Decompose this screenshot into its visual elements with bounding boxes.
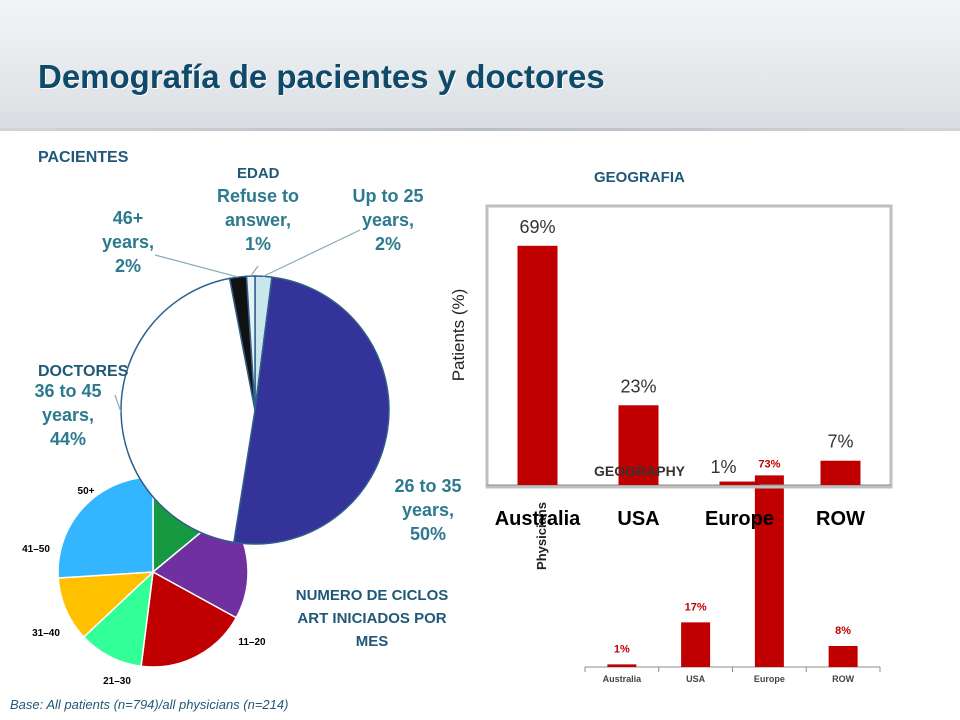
ciclos-label-line-3: MES	[355, 633, 389, 650]
physicians-value-label: 17%	[685, 601, 707, 613]
geography-label: GEOGRAPHY	[594, 463, 686, 479]
age-label-4-line-0: Refuse to	[217, 186, 299, 206]
age-leader-line	[114, 394, 122, 413]
physicians-y-axis-label: Physicians	[534, 502, 549, 570]
physicians-value-label: 8%	[835, 625, 851, 637]
age-label-2-line-1: years,	[42, 405, 94, 425]
cycles-label-31-40: 31–40	[32, 628, 60, 639]
age-label-2-line-0: 36 to 45	[34, 381, 101, 401]
age-label-3-line-2: 2%	[115, 256, 141, 276]
age-label-2-line-2: 44%	[50, 429, 86, 449]
patients-bar-row	[820, 460, 861, 485]
patients-geography-frame	[485, 204, 893, 489]
patients-value-label: 7%	[827, 432, 853, 452]
physicians-bar-australia	[607, 664, 637, 667]
patients-value-label: 1%	[710, 457, 736, 477]
cycles-label-41-50: 41–50	[22, 544, 50, 555]
patients-y-axis-label: Patients (%)	[449, 289, 468, 382]
age-leader-line	[154, 254, 239, 278]
patients-value-label: 69%	[519, 217, 555, 237]
physicians-category-label: ROW	[832, 674, 855, 684]
physicians-category-label: Europe	[754, 674, 785, 684]
cycles-slice-3140	[82, 570, 155, 668]
physicians-bar-row	[828, 646, 858, 667]
age-label-1-line-0: 26 to 35	[394, 476, 461, 496]
patients-category-label: Australia	[495, 508, 581, 530]
physicians-category-label: Australia	[603, 674, 643, 684]
age-label-0-line-0: Up to 25	[352, 186, 423, 206]
physicians-value-label: 1%	[614, 643, 630, 655]
geografia-label: GEOGRAFIA	[594, 169, 685, 186]
age-label-0-line-2: 2%	[375, 234, 401, 254]
physicians-bar-europe	[754, 475, 784, 667]
cycles-label-11-20: 11–20	[238, 637, 266, 648]
age-label-4-line-1: answer,	[225, 210, 291, 230]
patients-category-label: USA	[617, 508, 659, 530]
age-slice-36-to-45-years	[120, 277, 256, 544]
cycles-slice-4150	[57, 571, 156, 639]
age-leader-line	[250, 265, 259, 277]
cycles-slice-50+	[57, 476, 154, 579]
doctores-label: DOCTORES	[38, 363, 129, 380]
ciclos-label: NUMERO DE CICLOS ART INICIADOS POR MES	[272, 584, 472, 653]
age-label-1-line-1: years,	[402, 500, 454, 520]
age-label-4-line-2: 1%	[245, 234, 271, 254]
age-slice-refuse-to-answer	[245, 275, 256, 411]
slide-title: Demografía de pacientes y doctores	[38, 58, 605, 95]
age-label-3-line-1: years,	[102, 232, 154, 252]
edad-label: EDAD	[237, 165, 280, 182]
patients-bar-europe	[719, 481, 760, 485]
patients-bar-usa	[618, 405, 659, 485]
header-banner	[0, 0, 960, 130]
patients-value-label: 23%	[620, 376, 656, 396]
patients-bar-australia	[517, 245, 558, 485]
age-slice-26-to-35-years	[232, 276, 390, 545]
age-label-1-line-2: 50%	[410, 524, 446, 544]
cycles-label-21-30: 21–30	[103, 676, 131, 687]
cycles-slice-2130	[140, 570, 238, 668]
ciclos-label-line-2: ART INICIADOS POR	[297, 610, 447, 627]
pacientes-label: PACIENTES	[38, 149, 129, 166]
footnote: Base: All patients (n=794)/all physician…	[10, 697, 289, 712]
ciclos-label-line-1: NUMERO DE CICLOS	[295, 587, 449, 604]
physicians-bar-usa	[681, 622, 711, 667]
age-label-0-line-1: years,	[362, 210, 414, 230]
patients-category-label: Europe	[705, 508, 774, 530]
physicians-value-label: 73%	[758, 458, 780, 470]
age-label-3-line-0: 46+	[113, 208, 144, 228]
patients-category-label: ROW	[816, 508, 865, 530]
cycles-label-50plus: 50+	[78, 486, 95, 497]
header-divider	[0, 128, 960, 131]
age-leader-line	[263, 229, 361, 277]
physicians-category-label: USA	[686, 674, 706, 684]
